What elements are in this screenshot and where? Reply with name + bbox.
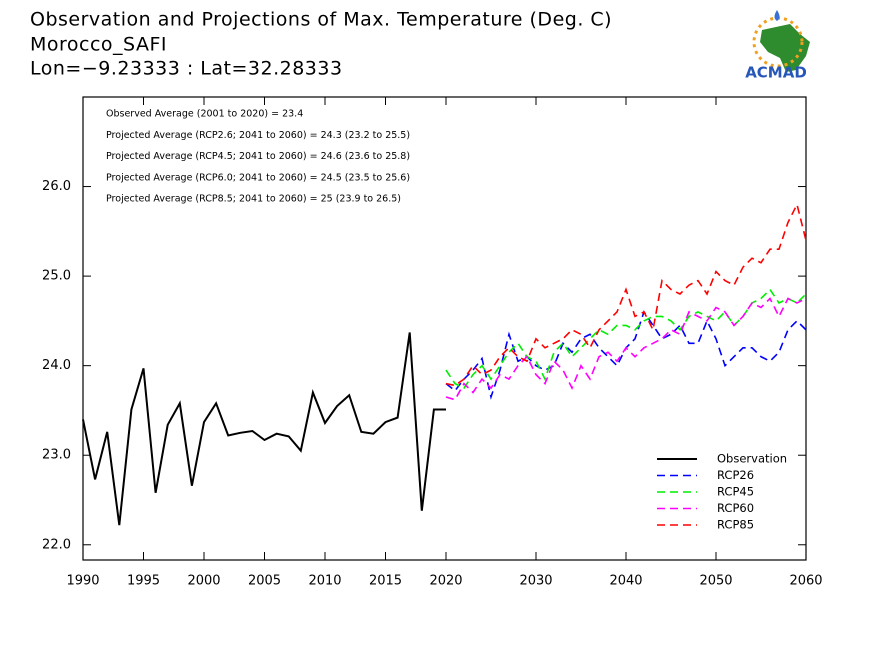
y-tick-label: 26.0	[42, 179, 71, 194]
x-tick-label: 2015	[369, 574, 402, 589]
y-tick-label: 23.0	[42, 448, 71, 463]
x-tick-label: 1995	[127, 574, 160, 589]
x-tick-label: 2040	[609, 574, 642, 589]
x-tick-label: 2020	[429, 574, 462, 589]
annotation: Projected Average (RCP8.5; 2041 to 2060)…	[106, 194, 401, 205]
y-tick-label: 22.0	[42, 537, 71, 552]
logo-map	[760, 24, 810, 72]
plot-frame	[82, 96, 807, 561]
x-tick-label: 1990	[66, 574, 99, 589]
x-tick-label: 2030	[519, 574, 552, 589]
chart-title: Observation and Projections of Max. Temp…	[30, 9, 612, 31]
logo: ACMAD	[745, 10, 810, 82]
series-line	[445, 288, 807, 390]
series-line	[445, 202, 807, 387]
logo-drop	[774, 10, 780, 21]
annotation: Projected Average (RCP6.0; 2041 to 2060)…	[106, 172, 410, 183]
annotation: Projected Average (RCP2.6; 2041 to 2060)…	[106, 130, 410, 141]
x-tick-label: 2000	[187, 574, 220, 589]
series-line	[445, 297, 807, 401]
annotation: Observed Average (2001 to 2020) = 23.4	[106, 109, 303, 120]
y-tick-label: 24.0	[42, 358, 71, 373]
y-tick-label: 25.0	[42, 269, 71, 284]
logo-text: ACMAD	[745, 64, 807, 82]
chart-location: Lon=−9.23333 : Lat=32.28333	[30, 58, 343, 80]
series-line	[82, 332, 446, 526]
x-tick-label: 2010	[308, 574, 341, 589]
legend-label: RCP85	[717, 518, 754, 532]
x-tick-label: 2060	[789, 574, 822, 589]
chart-subtitle: Morocco_SAFI	[30, 34, 167, 56]
legend-label: RCP45	[717, 485, 754, 499]
legend-label: Observation	[717, 452, 787, 466]
x-tick-label: 2050	[699, 574, 732, 589]
x-tick-label: 2005	[248, 574, 281, 589]
annotation: Projected Average (RCP4.5; 2041 to 2060)…	[106, 151, 410, 162]
legend-label: RCP60	[717, 501, 754, 515]
legend-label: RCP26	[717, 468, 754, 482]
